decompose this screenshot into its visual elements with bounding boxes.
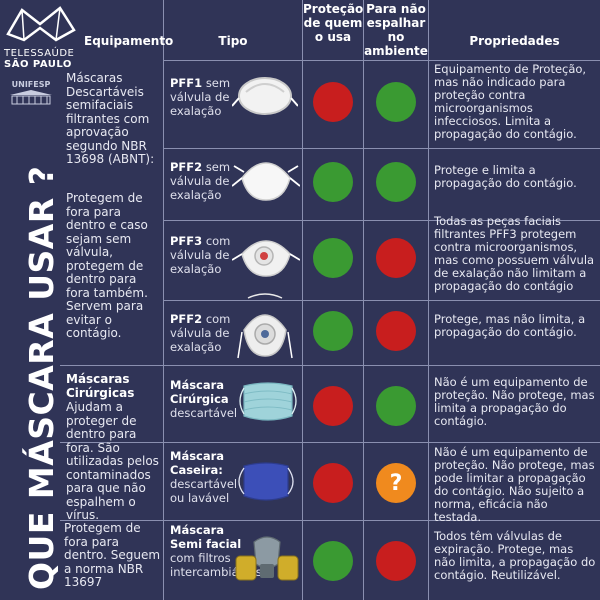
telessaude-logo: TELESSAÚDE SÃO PAULO: [4, 4, 84, 70]
tipo-desc: com válvula de exalação: [170, 234, 231, 276]
surgical-mask-icon: [239, 382, 297, 421]
protection-indicator: [313, 82, 353, 122]
respirator-mask-icon: [235, 536, 299, 581]
row-divider: [163, 220, 600, 221]
header-propriedades: Propriedades: [469, 34, 560, 48]
tipo-name: Máscara Semi facial: [170, 523, 242, 551]
row-divider: [163, 300, 600, 301]
tipo-cell: Máscara Cirúrgica descartável: [170, 378, 242, 420]
protection-indicator: [313, 311, 353, 351]
group1-text-b: Protegem de fora para dentro e caso seja…: [66, 191, 148, 340]
spread-indicator: [376, 162, 416, 202]
protection-indicator: [313, 463, 353, 503]
telessaude-logo-icon: [6, 6, 76, 42]
row-divider: [60, 365, 600, 366]
header-espalhar: Para não espalhar no ambiente: [364, 2, 428, 58]
tipo-cell: PFF3 com válvula de exalação: [170, 234, 232, 276]
spread-indicator: [376, 311, 416, 351]
unifesp-logo: UNIFESP: [6, 80, 56, 109]
spread-indicator: [376, 386, 416, 426]
spread-indicator: ?: [376, 463, 416, 503]
tipo-name: PFF2: [170, 160, 203, 174]
header-equipamento: Equipamento: [84, 34, 174, 48]
property-text: Todos têm válvulas de expiração. Protege…: [434, 529, 596, 582]
property-text: Protege e limita a propagação do contági…: [434, 163, 577, 190]
property-text: Todas as peças faciais filtrantes PFF3 p…: [434, 214, 595, 293]
spread-indicator: [376, 82, 416, 122]
property-text: Protege, mas não limita, a propagação do…: [434, 312, 586, 339]
property-text: Não é um equipamento de proteção. Não pr…: [434, 445, 595, 524]
cloth-mask-icon: [238, 462, 294, 501]
spread-indicator: [376, 541, 416, 581]
tipo-cell: PFF2 com válvula de exalação: [170, 312, 232, 354]
tipo-desc: descartável: [170, 406, 238, 420]
tipo-name: PFF2: [170, 312, 203, 326]
row-divider: [163, 60, 600, 61]
group2-title: Máscaras Cirúrgicas: [66, 372, 135, 400]
pff2-valve-mask-icon: [237, 293, 293, 359]
tipo-cell: PFF2 sem válvula de exalação: [170, 160, 232, 202]
tipo-name: Máscara Cirúrgica: [170, 378, 229, 406]
tipo-name: Máscara Caseira:: [170, 449, 225, 477]
tipo-desc: com válvula de exalação: [170, 312, 231, 354]
tipo-cell: Máscara Caseira: descartável ou lavável: [170, 449, 242, 505]
row-divider: [60, 442, 600, 443]
tipo-desc: sem válvula de exalação: [170, 76, 231, 118]
logo-line1: TELESSAÚDE: [4, 48, 75, 59]
building-icon: [10, 90, 52, 105]
group3-text: Protegem de fora para dentro. Seguem a n…: [64, 521, 161, 589]
vertical-title: QUE MÁSCARA USAR ?: [22, 165, 61, 590]
pff3-valve-mask-icon: [232, 240, 300, 277]
group1-text-a: Máscaras Descartáveis semifaciais filtra…: [66, 71, 155, 166]
tipo-name: PFF1: [170, 76, 203, 90]
protection-indicator: [313, 386, 353, 426]
unknown-symbol: ?: [389, 470, 403, 496]
row-divider: [60, 520, 600, 521]
logo-line2: SÃO PAULO: [4, 59, 72, 70]
tipo-desc: descartável ou lavável: [170, 477, 238, 505]
property-text: Não é um equipamento de proteção. Não pr…: [434, 375, 595, 428]
unifesp-label: UNIFESP: [11, 80, 51, 89]
protection-indicator: [313, 541, 353, 581]
pff2-mask-icon: [232, 162, 300, 201]
property-text: Equipamento de Proteção, mas não indicad…: [434, 62, 587, 141]
protection-indicator: [313, 238, 353, 278]
header-tipo: Tipo: [218, 34, 248, 48]
tipo-name: PFF3: [170, 234, 203, 248]
group2-text: Ajudam a proteger de dentro para fora. S…: [66, 400, 159, 522]
tipo-cell: Máscara Semi facial com filtros intercam…: [170, 523, 262, 579]
tipo-cell: PFF1 sem válvula de exalação: [170, 76, 232, 118]
spread-indicator: [376, 238, 416, 278]
pff1-mask-icon: [232, 77, 298, 115]
tipo-desc: sem válvula de exalação: [170, 160, 231, 202]
row-divider: [163, 148, 600, 149]
protection-indicator: [313, 162, 353, 202]
header-protecao: Proteção de quem o usa: [303, 2, 364, 44]
